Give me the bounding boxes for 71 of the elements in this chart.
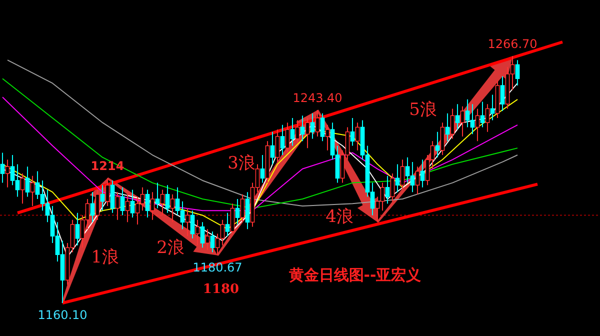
candlestick bbox=[75, 212, 80, 246]
candlestick bbox=[185, 208, 190, 237]
candlestick bbox=[150, 192, 155, 220]
candlestick bbox=[210, 230, 215, 253]
candlestick bbox=[320, 112, 325, 142]
candlestick bbox=[145, 189, 150, 218]
candlestick bbox=[260, 154, 265, 184]
candlestick bbox=[415, 166, 420, 195]
candlestick bbox=[235, 198, 240, 225]
candlestick bbox=[155, 182, 160, 209]
candlestick bbox=[125, 194, 130, 223]
candlestick bbox=[445, 112, 450, 142]
candlestick bbox=[0, 152, 5, 184]
candlestick bbox=[225, 212, 230, 237]
candlestick bbox=[230, 203, 235, 234]
candlestick bbox=[285, 122, 290, 154]
candlestick bbox=[5, 159, 10, 188]
candlestick bbox=[500, 76, 505, 112]
candlestick bbox=[120, 186, 125, 216]
candlestick bbox=[450, 108, 455, 140]
candlestick bbox=[240, 194, 245, 223]
annotation: 1266.70 bbox=[488, 37, 538, 52]
candlestick bbox=[435, 131, 440, 158]
candlestick bbox=[485, 104, 490, 132]
candlestick bbox=[305, 117, 310, 149]
candlestick bbox=[515, 60, 520, 86]
annotation: 1浪 bbox=[91, 248, 119, 268]
candlestick bbox=[390, 173, 395, 202]
candlestick bbox=[475, 108, 480, 142]
candlestick bbox=[455, 104, 460, 130]
candlestick bbox=[400, 159, 405, 190]
candlestick bbox=[350, 117, 355, 146]
candlestick bbox=[315, 110, 320, 137]
candlestick bbox=[355, 122, 360, 151]
candlestick bbox=[385, 175, 390, 204]
candlestick bbox=[200, 222, 205, 248]
candlestick bbox=[170, 194, 175, 223]
candlestick bbox=[195, 219, 200, 246]
candlestick bbox=[300, 115, 305, 142]
candlestick bbox=[165, 184, 170, 214]
annotation: 3浪 bbox=[228, 154, 256, 174]
annotation: 1180 bbox=[202, 282, 240, 297]
annotation: 4浪 bbox=[326, 207, 354, 228]
annotation: 1214 bbox=[90, 159, 124, 174]
candlestick bbox=[110, 180, 115, 214]
candlestick bbox=[395, 164, 400, 193]
annotation: 1243.40 bbox=[292, 91, 342, 106]
candlestick bbox=[90, 192, 95, 223]
candlestick bbox=[460, 106, 465, 137]
text: 黄金日线图--亚宏义 bbox=[288, 266, 422, 284]
candlestick bbox=[205, 228, 210, 250]
candlestick bbox=[420, 159, 425, 188]
candlestick bbox=[480, 101, 485, 128]
annotation: 1160.10 bbox=[38, 308, 88, 322]
candlestick bbox=[25, 166, 30, 198]
candlestick bbox=[245, 192, 250, 230]
candlestick bbox=[290, 117, 295, 146]
candlestick bbox=[130, 189, 135, 218]
candlestick bbox=[440, 122, 445, 156]
candlestick bbox=[280, 124, 285, 156]
candlestick bbox=[325, 124, 330, 151]
candlestick bbox=[30, 175, 35, 206]
candlestick bbox=[310, 112, 315, 140]
candlestick bbox=[105, 178, 110, 206]
candlestick bbox=[190, 210, 195, 239]
candlestick bbox=[100, 184, 105, 212]
annotation: 5浪 bbox=[409, 100, 437, 120]
annotation: 2浪 bbox=[156, 238, 184, 258]
candlestick bbox=[95, 189, 100, 220]
candlestick bbox=[160, 189, 165, 216]
candlestick bbox=[275, 129, 280, 162]
